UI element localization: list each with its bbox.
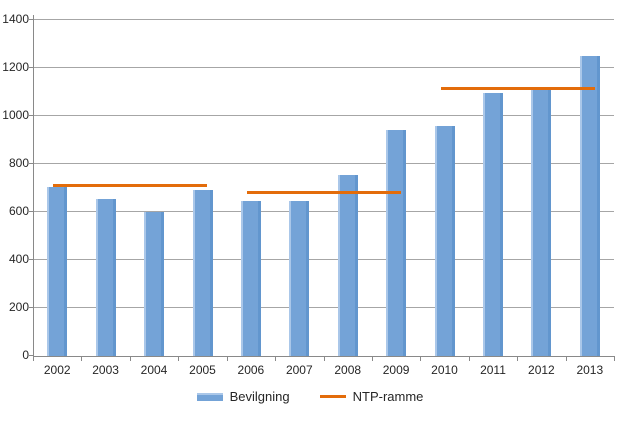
x-axis-label-2012: 2012 (528, 363, 555, 377)
gridline-1200 (33, 67, 614, 68)
gridline-200 (33, 307, 614, 308)
ntp-ramme-segment-2010-2013 (440, 86, 595, 90)
x-axis-label-2002: 2002 (43, 363, 71, 377)
y-tick-1400 (29, 19, 33, 20)
x-tick-9 (468, 357, 470, 361)
y-axis-label-400: 400 (8, 252, 29, 266)
x-tick-12 (614, 357, 615, 361)
x-tick-4 (226, 357, 228, 361)
y-axis-label-1400: 1400 (2, 12, 29, 26)
y-axis-label-1200: 1200 (2, 60, 29, 74)
ntp-ramme-segment-2006-2009 (246, 191, 402, 195)
x-tick-2 (129, 357, 131, 361)
bar-2003 (95, 198, 116, 356)
x-tick-3 (178, 357, 180, 361)
bar-2009 (386, 130, 407, 356)
legend: Bevilgning NTP-ramme (0, 389, 620, 404)
x-axis-label-2013: 2013 (576, 363, 604, 377)
ntp-ramme-segment-2002-2005 (53, 184, 208, 188)
bar-2002 (47, 186, 68, 356)
bar-2010 (434, 125, 455, 356)
x-axis-label-2005: 2005 (189, 363, 216, 377)
bar-2008 (337, 174, 358, 356)
y-axis-label-1000: 1000 (2, 108, 29, 122)
x-axis-line (33, 356, 615, 357)
x-axis-label-2010: 2010 (431, 363, 458, 377)
x-axis-label-2004: 2004 (140, 363, 168, 377)
x-axis-label-2008: 2008 (334, 363, 362, 377)
legend-item-bevilgning: Bevilgning (196, 389, 290, 404)
gridline-800 (33, 163, 614, 164)
y-tick-0 (29, 355, 33, 356)
line-series-swatch-icon (319, 395, 346, 398)
bar-2013 (579, 56, 600, 356)
gridline-600 (33, 211, 614, 212)
x-tick-10 (517, 357, 519, 361)
x-tick-0 (33, 357, 34, 361)
bar-2007 (289, 201, 310, 356)
y-tick-1200 (29, 67, 33, 68)
bar-2011 (483, 93, 503, 356)
bar-2012 (531, 89, 552, 356)
gridline-1400 (33, 19, 614, 20)
x-tick-5 (275, 357, 277, 361)
y-tick-1000 (29, 115, 33, 116)
x-axis-label-2007: 2007 (285, 363, 313, 377)
y-tick-600 (29, 211, 33, 212)
x-tick-1 (81, 357, 83, 361)
x-axis-label-2006: 2006 (237, 363, 265, 377)
y-axis-label-200: 200 (8, 300, 29, 314)
bar-series-swatch-icon (196, 392, 223, 401)
bar-2006 (240, 201, 261, 356)
legend-item-ntp-ramme: NTP-ramme (319, 389, 424, 404)
legend-label-ntp-ramme: NTP-ramme (352, 389, 424, 404)
gridline-400 (33, 259, 614, 260)
y-tick-200 (29, 307, 33, 308)
x-tick-7 (371, 357, 373, 361)
bar-2005 (192, 190, 213, 356)
x-axis-label-2009: 2009 (382, 363, 410, 377)
y-axis-line (33, 15, 34, 356)
gridline-1000 (33, 115, 614, 116)
x-tick-6 (323, 357, 325, 361)
y-tick-400 (29, 259, 33, 260)
y-axis-label-600: 600 (8, 204, 29, 218)
x-axis-label-2011: 2011 (480, 363, 506, 377)
x-axis-label-2003: 2003 (92, 363, 119, 377)
bar-2004 (144, 212, 164, 356)
legend-label-bevilgning: Bevilgning (229, 389, 290, 404)
y-axis-label-0: 0 (22, 348, 29, 362)
y-axis-label-800: 800 (8, 156, 29, 170)
x-tick-8 (420, 357, 422, 361)
y-tick-800 (29, 163, 33, 164)
x-tick-11 (565, 357, 567, 361)
